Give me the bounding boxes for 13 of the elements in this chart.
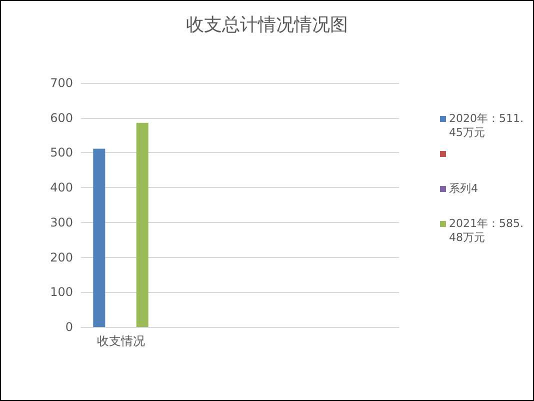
y-tick-label: 400 [50,180,73,195]
y-tick-label: 100 [50,285,73,300]
legend-label: 2020年：511.45万元 [449,112,524,140]
y-tick-label: 0 [65,320,73,334]
legend-label: 系列4 [449,182,479,196]
y-tick-label: 200 [50,250,73,264]
y-tick-label: 500 [50,146,73,160]
y-tick-label: 300 [50,215,73,230]
chart-title: 收支总计情况情况图 [186,14,348,36]
x-tick-label: 收支情况 [96,334,145,348]
y-tick-label: 600 [50,110,73,125]
legend-label: 2021年：585.48万元 [449,217,524,245]
y-tick-label: 700 [50,76,73,90]
